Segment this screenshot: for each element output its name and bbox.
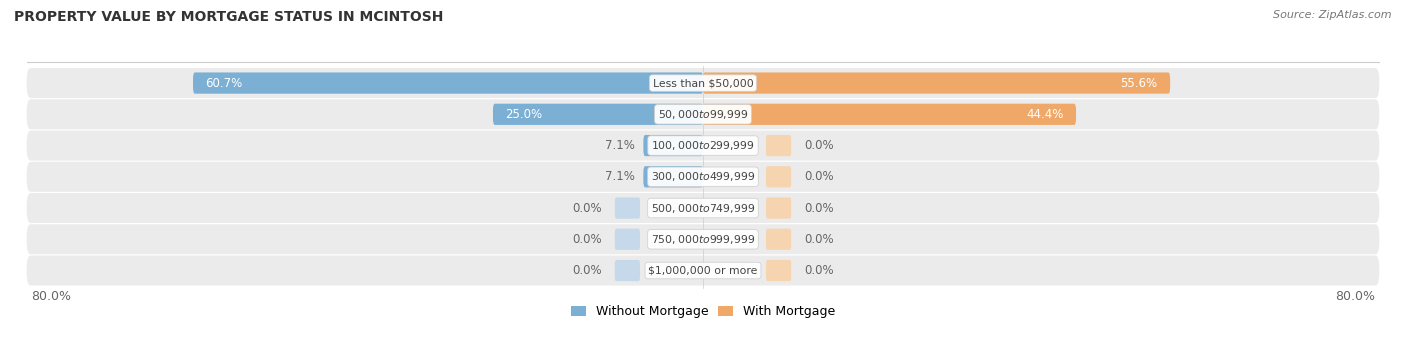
Text: 7.1%: 7.1% [605, 170, 636, 183]
FancyBboxPatch shape [766, 260, 792, 281]
Text: Less than $50,000: Less than $50,000 [652, 78, 754, 88]
Text: $500,000 to $749,999: $500,000 to $749,999 [651, 202, 755, 215]
Text: 0.0%: 0.0% [804, 233, 834, 246]
FancyBboxPatch shape [27, 131, 1379, 160]
FancyBboxPatch shape [703, 104, 1076, 125]
Text: $100,000 to $299,999: $100,000 to $299,999 [651, 139, 755, 152]
FancyBboxPatch shape [27, 68, 1379, 98]
FancyBboxPatch shape [27, 256, 1379, 286]
Text: 7.1%: 7.1% [605, 139, 636, 152]
Text: 44.4%: 44.4% [1026, 108, 1063, 121]
Text: 0.0%: 0.0% [572, 264, 602, 277]
Text: $50,000 to $99,999: $50,000 to $99,999 [658, 108, 748, 121]
Text: $750,000 to $999,999: $750,000 to $999,999 [651, 233, 755, 246]
FancyBboxPatch shape [614, 260, 640, 281]
Text: 25.0%: 25.0% [506, 108, 543, 121]
FancyBboxPatch shape [27, 224, 1379, 254]
FancyBboxPatch shape [766, 135, 792, 156]
FancyBboxPatch shape [703, 72, 1170, 94]
Text: Source: ZipAtlas.com: Source: ZipAtlas.com [1274, 10, 1392, 20]
Text: 80.0%: 80.0% [31, 290, 70, 303]
FancyBboxPatch shape [193, 72, 703, 94]
FancyBboxPatch shape [27, 99, 1379, 129]
FancyBboxPatch shape [766, 198, 792, 219]
FancyBboxPatch shape [614, 198, 640, 219]
Text: 0.0%: 0.0% [804, 264, 834, 277]
Text: 60.7%: 60.7% [205, 76, 243, 89]
Legend: Without Mortgage, With Mortgage: Without Mortgage, With Mortgage [565, 300, 841, 323]
Text: PROPERTY VALUE BY MORTGAGE STATUS IN MCINTOSH: PROPERTY VALUE BY MORTGAGE STATUS IN MCI… [14, 10, 443, 24]
FancyBboxPatch shape [614, 229, 640, 250]
FancyBboxPatch shape [766, 166, 792, 187]
FancyBboxPatch shape [27, 162, 1379, 192]
FancyBboxPatch shape [494, 104, 703, 125]
FancyBboxPatch shape [644, 135, 703, 156]
Text: 55.6%: 55.6% [1121, 76, 1157, 89]
Text: 80.0%: 80.0% [1336, 290, 1375, 303]
Text: 0.0%: 0.0% [572, 202, 602, 215]
Text: $300,000 to $499,999: $300,000 to $499,999 [651, 170, 755, 183]
Text: 0.0%: 0.0% [572, 233, 602, 246]
Text: $1,000,000 or more: $1,000,000 or more [648, 266, 758, 275]
FancyBboxPatch shape [27, 193, 1379, 223]
Text: 0.0%: 0.0% [804, 202, 834, 215]
FancyBboxPatch shape [766, 229, 792, 250]
FancyBboxPatch shape [644, 166, 703, 187]
Text: 0.0%: 0.0% [804, 170, 834, 183]
Text: 0.0%: 0.0% [804, 139, 834, 152]
